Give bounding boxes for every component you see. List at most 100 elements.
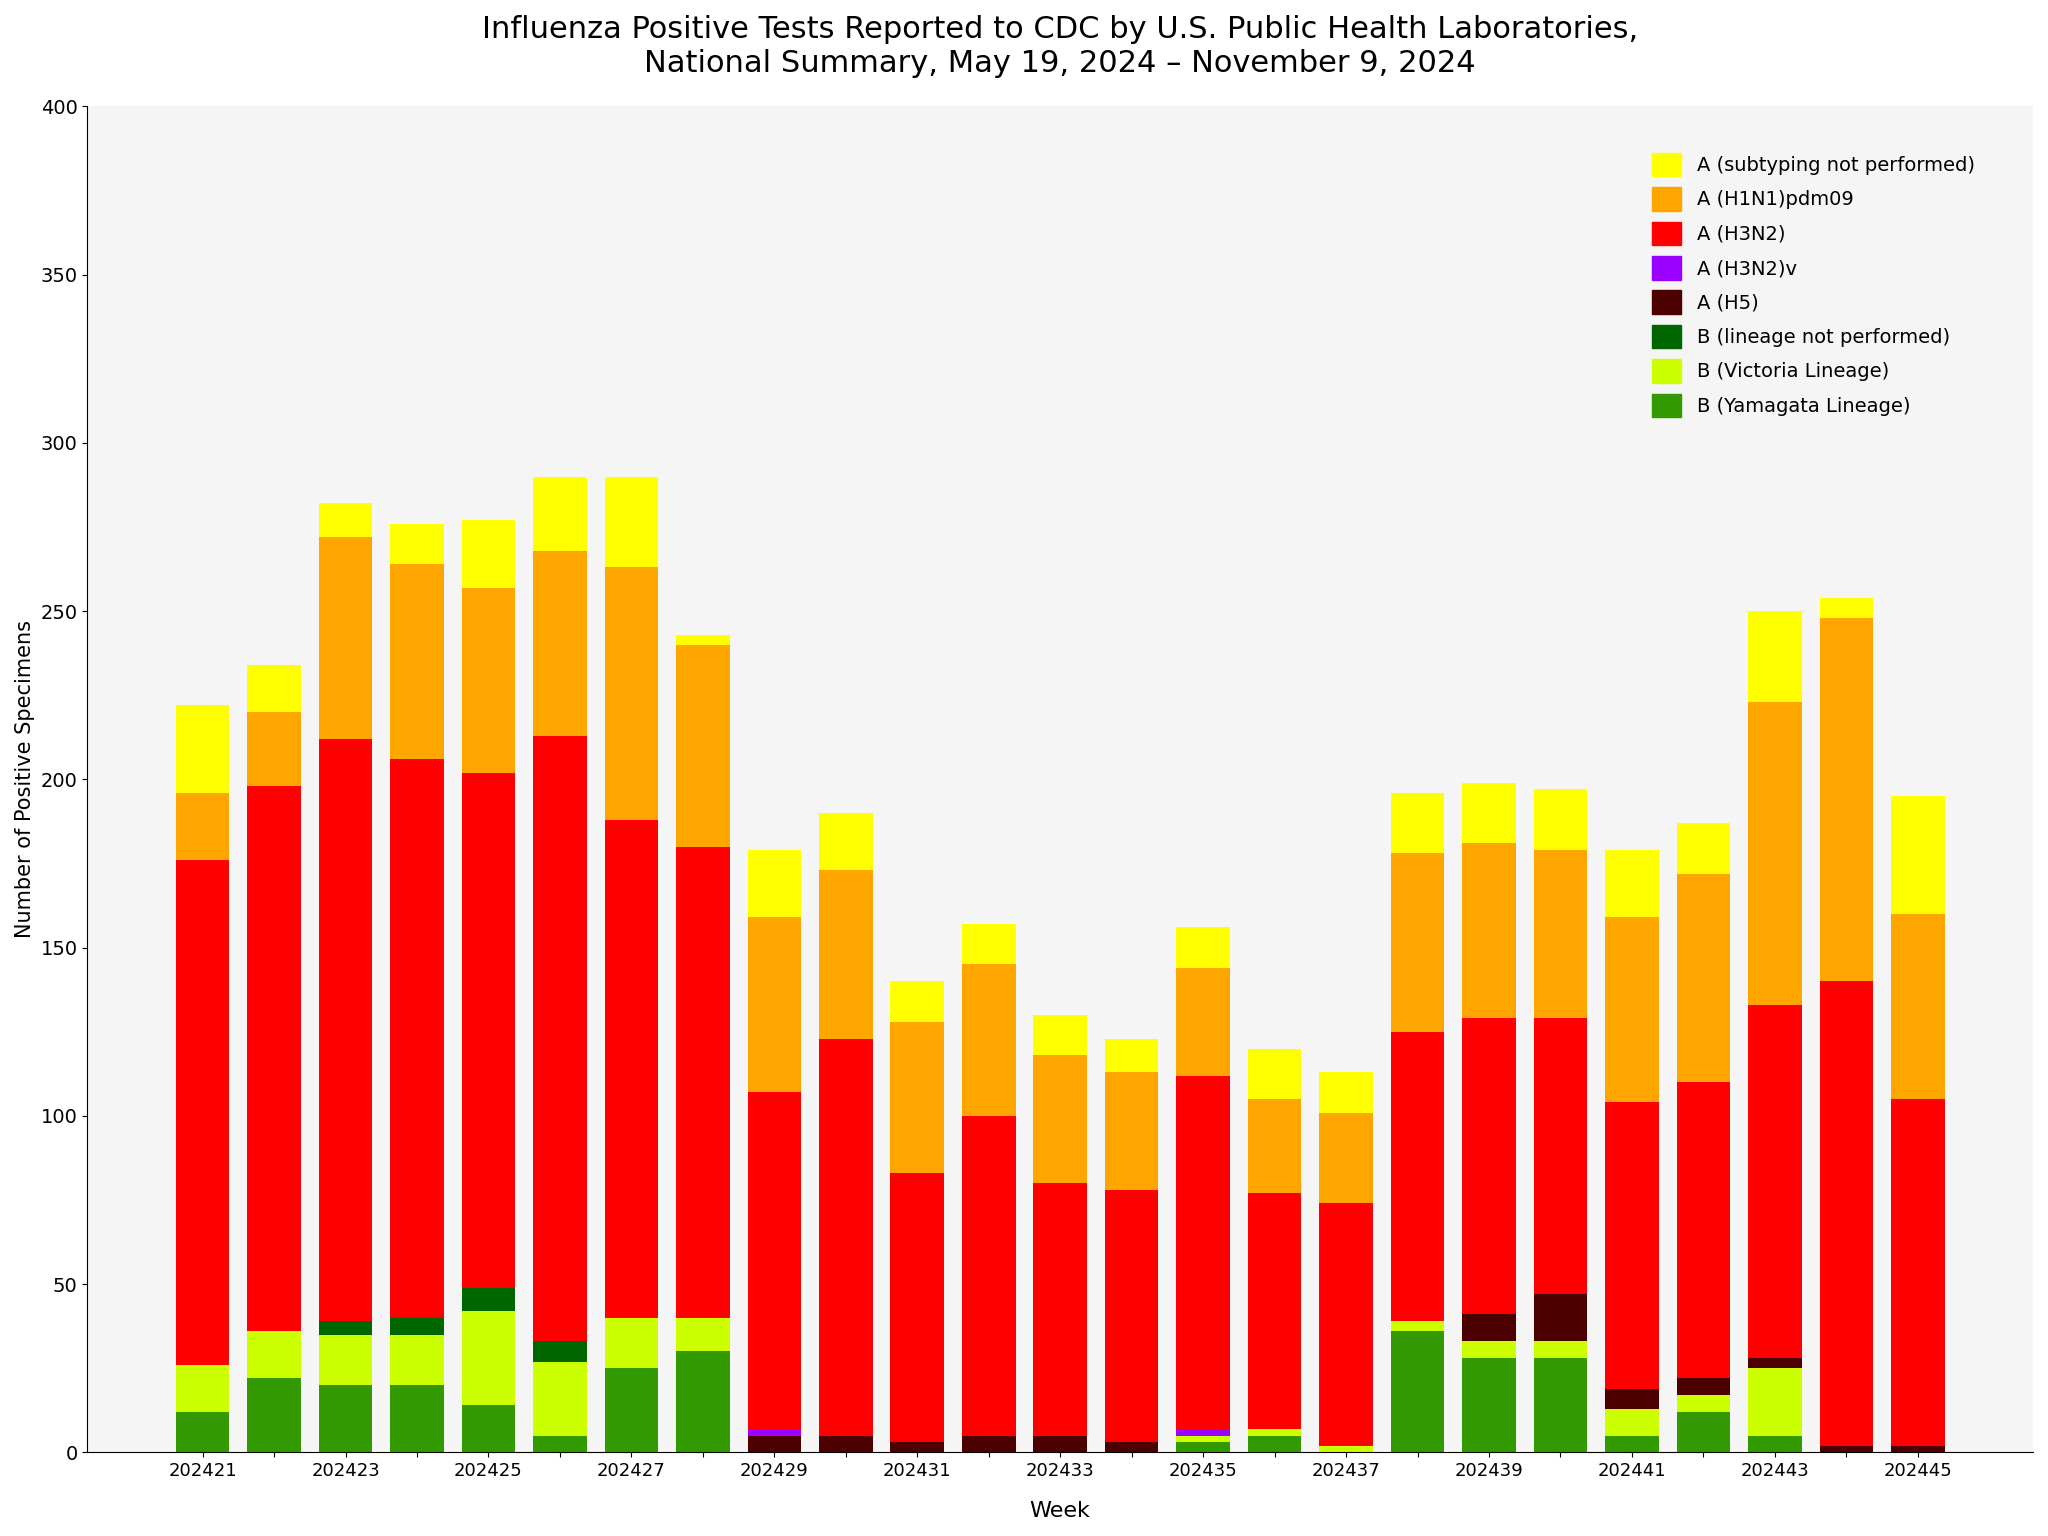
Bar (1677, 1395, 1731, 1412)
Bar (532, 550, 588, 736)
Bar (1104, 1072, 1159, 1190)
Bar (1104, 1038, 1159, 1072)
Bar (391, 1385, 444, 1453)
Bar (748, 1428, 801, 1436)
Bar (1247, 1428, 1300, 1436)
Bar (1176, 1442, 1231, 1453)
Bar (1534, 790, 1587, 849)
Bar (1247, 1193, 1300, 1428)
Bar (248, 665, 301, 713)
Bar (1749, 702, 1802, 1005)
Bar (1606, 1436, 1659, 1453)
Bar (1534, 1358, 1587, 1453)
Bar (1247, 1100, 1300, 1193)
Bar (748, 1436, 801, 1453)
Bar (1104, 1442, 1159, 1453)
Bar (461, 773, 516, 1287)
Bar (248, 786, 301, 1332)
Bar (391, 1318, 444, 1335)
Bar (391, 1335, 444, 1385)
Bar (1534, 1295, 1587, 1341)
Bar (248, 1378, 301, 1453)
Bar (319, 1335, 373, 1385)
Bar (1319, 1445, 1372, 1453)
Bar (1462, 843, 1516, 1018)
Bar (248, 713, 301, 786)
Bar (891, 1442, 944, 1453)
Bar (391, 564, 444, 759)
Bar (748, 1092, 801, 1428)
Bar (391, 524, 444, 564)
Bar (1819, 598, 1874, 617)
Bar (532, 476, 588, 550)
Bar (1391, 1321, 1444, 1332)
Bar (1319, 1203, 1372, 1445)
Bar (1176, 1075, 1231, 1428)
Bar (319, 1321, 373, 1335)
Bar (1819, 982, 1874, 1445)
Bar (1034, 1183, 1087, 1436)
Bar (1749, 1369, 1802, 1436)
X-axis label: Week: Week (1030, 1501, 1092, 1521)
Bar (963, 925, 1016, 965)
Bar (1462, 1341, 1516, 1358)
Bar (748, 849, 801, 917)
Bar (532, 1361, 588, 1436)
Bar (748, 917, 801, 1092)
Bar (604, 476, 657, 567)
Bar (1890, 1100, 1944, 1445)
Bar (1606, 1389, 1659, 1409)
Bar (391, 759, 444, 1318)
Bar (891, 1021, 944, 1174)
Bar (1606, 1409, 1659, 1436)
Bar (963, 965, 1016, 1117)
Bar (1247, 1049, 1300, 1100)
Bar (1819, 1445, 1874, 1453)
Bar (1819, 617, 1874, 982)
Bar (1319, 1072, 1372, 1112)
Bar (1890, 1445, 1944, 1453)
Bar (461, 1405, 516, 1453)
Bar (176, 1412, 229, 1453)
Bar (532, 736, 588, 1341)
Bar (1034, 1055, 1087, 1183)
Bar (1176, 1428, 1231, 1436)
Bar (1677, 1412, 1731, 1453)
Bar (1462, 1315, 1516, 1341)
Bar (176, 1366, 229, 1412)
Legend: A (subtyping not performed), A (H1N1)pdm09, A (H3N2), A (H3N2)v, A (H5), B (line: A (subtyping not performed), A (H1N1)pdm… (1642, 143, 1985, 427)
Bar (891, 1174, 944, 1442)
Bar (532, 1436, 588, 1453)
Bar (1391, 793, 1444, 854)
Bar (1176, 1436, 1231, 1442)
Bar (1677, 874, 1731, 1083)
Bar (176, 860, 229, 1366)
Bar (461, 521, 516, 588)
Bar (319, 739, 373, 1321)
Bar (604, 1318, 657, 1369)
Bar (1247, 1436, 1300, 1453)
Bar (676, 846, 729, 1318)
Bar (1890, 796, 1944, 914)
Bar (1534, 1018, 1587, 1295)
Bar (604, 567, 657, 820)
Bar (1391, 854, 1444, 1032)
Bar (819, 1038, 872, 1436)
Bar (1462, 783, 1516, 843)
Bar (319, 538, 373, 739)
Bar (1677, 1083, 1731, 1378)
Bar (1176, 968, 1231, 1075)
Y-axis label: Number of Positive Specimens: Number of Positive Specimens (14, 621, 35, 938)
Bar (1104, 1190, 1159, 1442)
Bar (963, 1436, 1016, 1453)
Bar (1749, 611, 1802, 702)
Bar (1749, 1005, 1802, 1358)
Bar (1034, 1436, 1087, 1453)
Bar (963, 1117, 1016, 1436)
Bar (461, 1312, 516, 1405)
Bar (461, 588, 516, 773)
Title: Influenza Positive Tests Reported to CDC by U.S. Public Health Laboratories,
Nat: Influenza Positive Tests Reported to CDC… (481, 15, 1638, 78)
Bar (676, 1318, 729, 1352)
Bar (532, 1341, 588, 1361)
Bar (1749, 1436, 1802, 1453)
